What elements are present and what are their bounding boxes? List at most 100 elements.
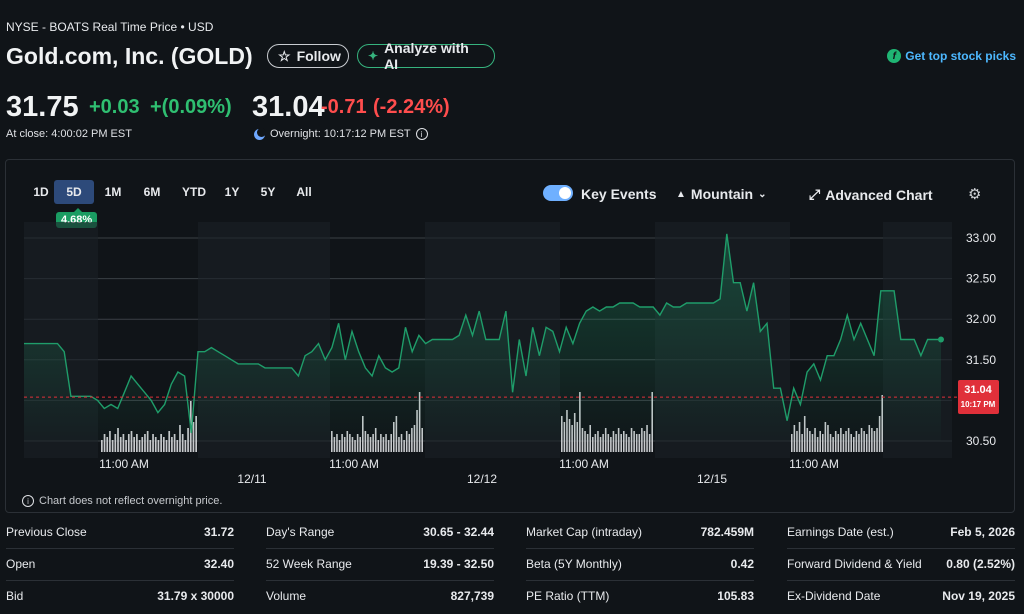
last-price-dot [938,336,944,343]
advanced-chart-button[interactable]: ⤢ Advanced Chart [809,186,933,203]
volume-bar [385,434,387,452]
stat-label: 52 Week Range [266,557,352,571]
follow-button[interactable]: ☆ Follow [267,44,349,68]
stat-row: PE Ratio (TTM) 105.83 [526,585,754,607]
volume-bar [863,431,865,452]
stat-value: 19.39 - 32.50 [423,557,494,571]
range-1d-button[interactable]: 1D [33,185,49,199]
range-ytd-button[interactable]: YTD [182,185,206,199]
mountain-icon: ▲ [676,188,686,200]
volume-bar [586,434,589,452]
overnight-change: -0.71 [321,96,367,118]
analyze-with-ai-button[interactable]: ✦ Analyze with AI [357,40,495,72]
price-chart[interactable]: 33.00 32.50 32.00 31.50 30.50 31.04 10:17 PM 11… [0,0,1024,500]
volume-bar [173,434,176,452]
stat-label: Forward Dividend & Yield [787,557,922,571]
volume-bar [620,434,622,452]
x-date-label: 12/12 [467,472,497,486]
stat-label: Beta (5Y Monthly) [526,557,622,571]
stat-divider [787,548,1015,549]
x-time-label: 11:00 AM [329,457,379,471]
volume-bar [816,437,819,452]
stat-value: 105.83 [717,589,754,603]
volume-bar [138,440,141,452]
stat-divider [526,580,754,581]
price-area [24,233,941,441]
key-events-toggle[interactable] [543,185,573,201]
follow-label: Follow [296,48,341,64]
price-change-percent: +(0.09%) [150,96,232,118]
volume-bar [796,431,798,452]
stat-label: Earnings Date (est.) [787,525,894,539]
gear-icon[interactable]: ⚙ [968,186,982,203]
stat-row: Day's Range 30.65 - 32.44 [266,521,494,543]
volume-bar [398,437,400,452]
volume-bar [133,437,136,452]
price-line [24,233,941,433]
info-icon[interactable]: i [415,128,428,140]
volume-bar [408,434,411,452]
stat-label: Day's Range [266,525,335,539]
stat-value: 0.42 [730,557,754,571]
y-tick-label: 31.50 [966,353,996,367]
stat-row: Earnings Date (est.) Feb 5, 2026 [787,521,1015,543]
volume-bar [633,431,635,452]
stat-label: Volume [266,589,307,603]
volume-bar [615,434,617,452]
volume-bar [146,431,149,452]
volume-bar [171,437,173,452]
volume-bar [623,431,625,452]
expand-icon: ⤢ [809,186,821,202]
chart-type-dropdown[interactable]: ▲ Mountain ⌄ [676,186,767,202]
volume-bar [599,437,602,452]
volume-bar [369,437,372,452]
volume-bar [400,434,403,452]
stat-divider [6,548,234,549]
chart-footnote: i Chart does not reflect overnight price… [22,495,222,507]
volume-bar [181,434,184,452]
volume-bar [390,434,392,452]
volume-bar [850,434,852,452]
overnight-change-percent: (-2.24%) [373,96,450,118]
volume-bar [354,440,356,452]
volume-bar [387,440,390,452]
volume-bar [136,434,138,452]
volume-bar [822,434,824,452]
volume-bar [101,440,103,452]
volume-bar [584,431,586,452]
stat-label: Ex-Dividend Date [787,589,881,603]
range-6m-button[interactable]: 6M [143,185,161,199]
stat-row: Beta (5Y Monthly) 0.42 [526,553,754,575]
volume-bar [832,437,834,452]
stat-divider [6,580,234,581]
get-top-stock-picks-link[interactable]: f Get top stock picks [887,49,1016,63]
info-icon: i [22,495,34,507]
volume-bar [162,437,165,452]
range-5y-button[interactable]: 5Y [260,185,276,199]
range-all-button[interactable]: All [296,185,312,199]
y-tick-label: 33.00 [966,231,996,245]
volume-bar [811,434,814,452]
picks-label: Get top stock picks [905,49,1016,63]
volume-bar [111,440,114,452]
volume-bar [338,440,341,452]
range-5d-button[interactable]: 5D [54,180,94,204]
volume-bar [331,431,333,452]
volume-bar [351,437,354,452]
volume-bar [152,434,154,452]
volume-bar [602,434,604,452]
volume-bar [127,434,130,452]
chart-type-label: Mountain [690,186,754,202]
price-change: +0.03 [89,96,140,118]
key-events-label: Key Events [581,186,657,202]
volume-bar [829,434,832,452]
volume-bar [858,434,860,452]
volume-bar [336,434,338,452]
volume-bar [801,434,803,452]
volume-bar [382,437,385,452]
range-selector: 1D 5D 1M 6M YTD 1Y 5Y All [28,180,320,204]
range-1y-button[interactable]: 1Y [224,185,240,199]
range-1m-button[interactable]: 1M [104,185,122,199]
overnight-marker-time: 10:17 PM [961,400,996,409]
stat-row: Volume 827,739 [266,585,494,607]
